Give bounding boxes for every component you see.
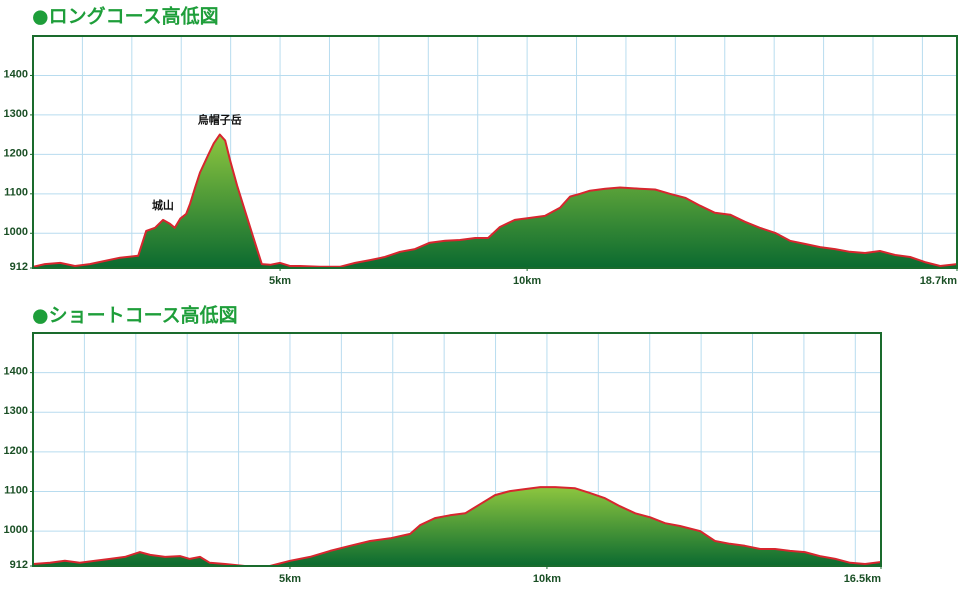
- y-tick-label: 1000: [4, 524, 28, 536]
- annotation: 城山: [152, 198, 174, 212]
- chart-title: ●ロングコース高低図: [32, 5, 219, 28]
- x-tick-label: 5km: [279, 573, 301, 585]
- x-tick-label: 5km: [269, 275, 291, 287]
- y-tick-label: 1300: [4, 405, 28, 417]
- y-tick-label: 1100: [4, 484, 28, 496]
- y-tick-label: 1200: [4, 147, 28, 159]
- profile-line: [32, 486, 882, 567]
- y-tick-label: 912: [10, 559, 28, 571]
- y-tick-label: 912: [10, 261, 28, 273]
- area-fill: [33, 487, 881, 566]
- y-tick-label: 1200: [4, 445, 28, 457]
- y-tick-label: 1000: [4, 226, 28, 238]
- y-tick-label: 1100: [4, 187, 28, 199]
- y-tick-label: 1300: [4, 108, 28, 120]
- x-tick-label: 10km: [513, 275, 541, 287]
- x-tick-label: 18.7km: [920, 275, 958, 287]
- x-tick-label: 10km: [533, 573, 561, 585]
- area-fill: [33, 134, 957, 268]
- y-tick-label: 1400: [4, 68, 28, 80]
- chart-title: ●ショートコース高低図: [32, 304, 238, 327]
- x-tick-label: 16.5km: [844, 573, 882, 585]
- profile-line: [32, 133, 958, 268]
- y-tick-label: 1400: [4, 366, 28, 378]
- plot-frame: [32, 35, 958, 269]
- plot-frame: [32, 332, 882, 567]
- annotation: 烏帽子岳: [198, 113, 242, 127]
